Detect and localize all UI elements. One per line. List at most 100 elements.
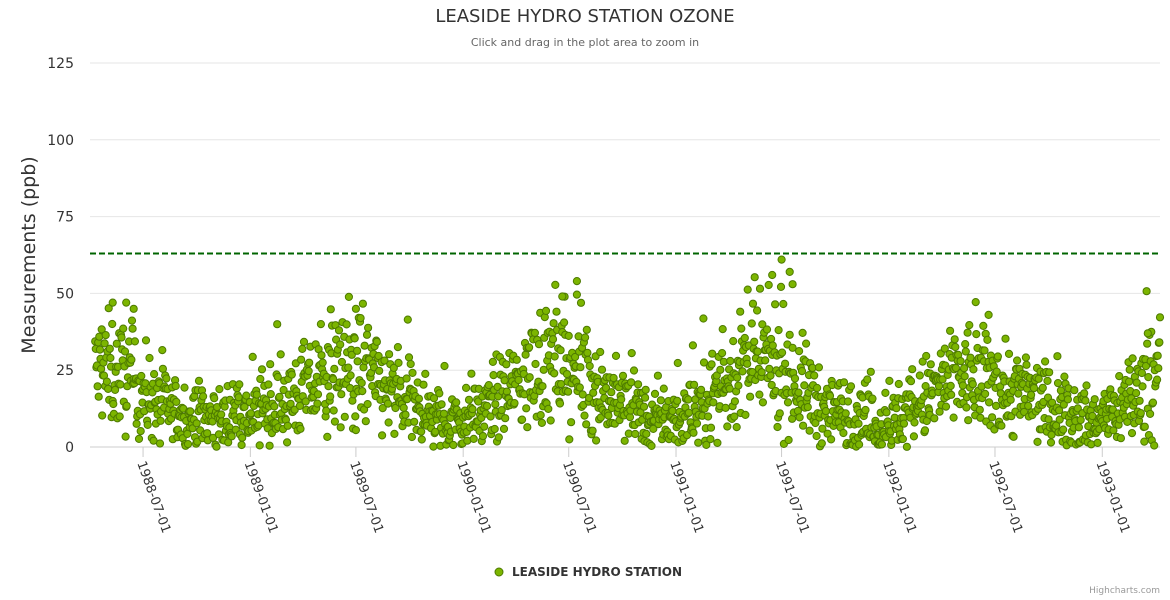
data-point — [440, 361, 449, 371]
data-point — [565, 435, 574, 444]
data-point — [317, 351, 326, 360]
data-point — [1137, 368, 1147, 378]
data-point — [494, 433, 503, 442]
data-point — [1056, 386, 1066, 395]
data-point — [1043, 376, 1052, 385]
x-tick-label: 1991-01-01 — [666, 459, 706, 535]
data-point — [489, 371, 498, 380]
data-point — [546, 416, 555, 425]
data-point — [248, 352, 257, 361]
data-point — [384, 418, 393, 427]
data-point — [194, 376, 204, 385]
data-point — [956, 357, 965, 366]
data-point — [162, 374, 171, 383]
data-point — [963, 328, 972, 337]
scatter-points[interactable] — [91, 255, 1165, 451]
data-point — [390, 429, 399, 438]
data-point — [709, 398, 718, 407]
data-point — [116, 380, 125, 389]
data-point — [736, 307, 745, 316]
data-point — [718, 325, 727, 334]
data-point — [464, 395, 474, 404]
data-point — [336, 340, 345, 349]
legend-marker[interactable] — [494, 567, 504, 577]
data-point — [467, 369, 476, 378]
x-tick-label: 1989-01-01 — [241, 459, 281, 535]
data-point — [295, 401, 304, 410]
data-point — [1135, 396, 1144, 405]
data-point — [212, 442, 221, 451]
data-point — [344, 363, 353, 372]
data-point — [964, 416, 973, 425]
data-point — [1116, 434, 1126, 443]
data-point — [1138, 382, 1147, 391]
data-point — [109, 399, 118, 409]
data-point — [1127, 429, 1137, 438]
data-point — [981, 389, 990, 398]
data-point — [1063, 395, 1073, 404]
data-point — [297, 355, 306, 364]
data-point — [611, 351, 621, 360]
data-point — [866, 367, 875, 376]
data-point — [351, 304, 360, 313]
data-point — [275, 392, 284, 401]
data-point — [429, 394, 439, 403]
data-point — [1053, 379, 1063, 388]
data-point — [404, 353, 414, 362]
data-point — [1136, 409, 1145, 418]
data-point — [920, 426, 930, 435]
data-point — [915, 371, 924, 380]
data-point — [136, 427, 145, 436]
data-point — [699, 358, 709, 367]
data-point — [1059, 425, 1068, 434]
data-point — [641, 385, 650, 394]
data-point — [976, 413, 985, 422]
data-point — [580, 411, 589, 420]
data-point — [102, 377, 112, 386]
credits-link[interactable]: Highcharts.com — [1089, 586, 1160, 596]
data-point — [841, 409, 850, 418]
data-point — [649, 424, 658, 433]
data-point — [592, 436, 601, 445]
data-point — [588, 426, 597, 435]
data-point — [811, 418, 820, 428]
data-point — [790, 374, 800, 383]
data-point — [344, 292, 353, 301]
data-point — [270, 402, 279, 411]
legend-item-label[interactable]: LEASIDE HYDRO STATION — [512, 565, 682, 579]
data-point — [558, 292, 567, 301]
data-point — [855, 440, 864, 449]
data-point — [921, 382, 930, 391]
data-point — [797, 367, 807, 376]
data-point — [266, 390, 275, 399]
data-point — [567, 418, 576, 427]
data-point — [1073, 404, 1082, 413]
data-point — [242, 391, 251, 400]
y-tick-label: 0 — [65, 440, 74, 456]
data-point — [755, 390, 764, 399]
data-point — [491, 400, 500, 409]
legend[interactable]: LEASIDE HYDRO STATION — [494, 565, 682, 579]
data-point — [1021, 353, 1031, 362]
data-point — [997, 421, 1006, 430]
data-point — [199, 392, 208, 401]
data-point — [323, 432, 332, 441]
data-point — [761, 356, 770, 365]
data-point — [286, 399, 295, 408]
data-point — [316, 320, 325, 329]
data-point — [330, 364, 339, 373]
data-point — [795, 413, 804, 422]
data-point — [514, 375, 523, 385]
data-point — [115, 412, 124, 421]
data-point — [391, 403, 400, 413]
data-point — [930, 414, 939, 423]
data-point — [983, 335, 992, 344]
data-point — [525, 373, 534, 382]
data-point — [399, 403, 408, 412]
data-point — [283, 438, 292, 447]
data-point — [781, 359, 790, 368]
data-point — [1155, 313, 1165, 322]
data-point — [510, 399, 519, 408]
data-point — [597, 365, 607, 374]
